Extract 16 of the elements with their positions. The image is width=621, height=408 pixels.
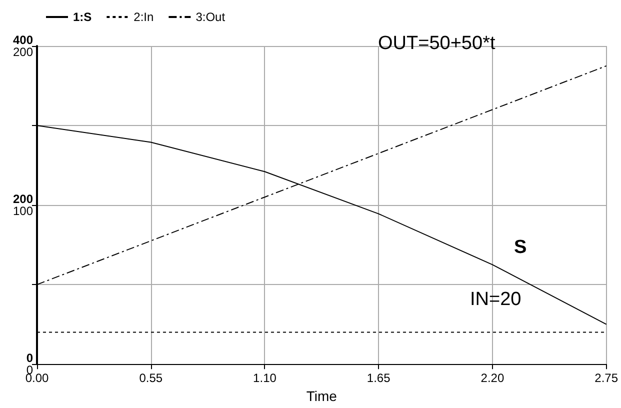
x-tick-label: 1.10 [253, 371, 277, 386]
x-tick-label: 2.20 [480, 371, 504, 386]
x-tick-label: 2.75 [594, 371, 618, 386]
annotation: OUT=50+50*t [378, 33, 496, 54]
y-tick-label: 0 [26, 351, 34, 366]
y-tick-label: 400 [12, 33, 34, 47]
x-axis-title: Time [306, 388, 338, 404]
legend-label: 1:S [73, 10, 92, 24]
annotation: IN=20 [470, 289, 522, 310]
x-tick-label: 1.65 [366, 371, 391, 386]
x-tick-label: 0.55 [139, 371, 163, 386]
legend-label: 3:Out [196, 10, 226, 24]
y2-tick-label: 100 [12, 204, 34, 218]
annotation: S [514, 237, 527, 258]
y-tick-label: 200 [12, 192, 34, 206]
legend-label: 2:In [134, 10, 154, 24]
